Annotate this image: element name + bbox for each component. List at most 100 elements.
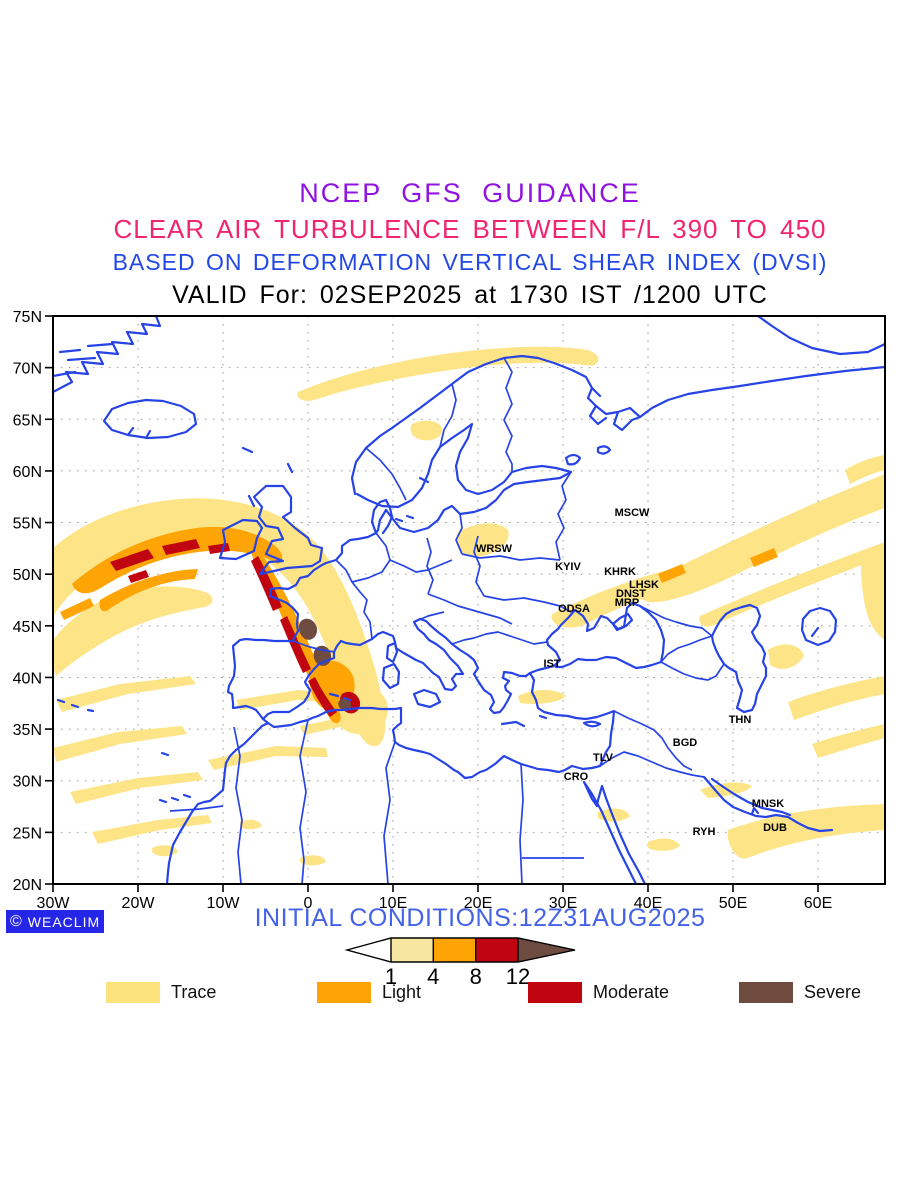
city-label-mscw: MSCW (615, 507, 650, 519)
coast-black-sea (545, 601, 666, 670)
city-label-khrk: KHRK (604, 566, 636, 578)
city-label-cro: CRO (564, 771, 589, 783)
coast-denmark (370, 498, 415, 535)
lon-label: 60E (804, 895, 832, 912)
legend-swatch (317, 982, 371, 1003)
coast-novaya-zemlya (756, 316, 885, 356)
coast-caspian (710, 603, 768, 714)
coastlines (53, 316, 885, 884)
country-borders (169, 357, 725, 884)
atlantic-islands (56, 692, 352, 804)
coast-ireland (218, 518, 264, 561)
lat-label: 65N (13, 412, 42, 429)
logo-text: WEACLIM (27, 913, 101, 930)
coast-italy (339, 617, 480, 692)
initial-conditions-text: INITIAL CONDITIONS:12Z31AUG2025 (254, 904, 706, 932)
coast-small-islands (241, 446, 294, 508)
city-label-mnsk: MNSK (752, 798, 784, 810)
scale-segment (391, 938, 434, 962)
lat-label: 55N (13, 516, 42, 533)
color-scale-bar: 1 4 8 12 (344, 937, 576, 989)
turbulence-trace-layer (53, 346, 885, 866)
coast-greenland-fjords (53, 342, 114, 378)
city-label-lhsk: LHSK (629, 579, 659, 591)
coast-greenland (53, 316, 162, 394)
coast-persian-gulf (702, 775, 834, 833)
lat-label: 30N (13, 774, 42, 791)
city-label-kyiv: KYIV (555, 561, 581, 573)
coast-africa-atlantic (165, 721, 270, 884)
scale-tick-labels: 1 4 8 12 (385, 964, 530, 989)
lat-label: 75N (13, 309, 42, 326)
scale-tick-label: 1 (385, 964, 397, 989)
scale-tick-label: 12 (506, 964, 530, 989)
lon-label: 30E (549, 895, 577, 912)
title-method: BASED ON DEFORMATION VERTICAL SHEAR INDE… (112, 249, 828, 275)
coast-baltic (355, 422, 573, 534)
scale-tick-label: 4 (427, 964, 439, 989)
scale-segment (475, 938, 518, 962)
lat-label: 40N (13, 670, 42, 687)
lon-label: 20E (464, 895, 492, 912)
title-valid-time: VALID For: 02SEP2025 at 1730 IST /1200 U… (172, 281, 768, 309)
city-label-tlv: TLV (593, 752, 614, 764)
lon-label: 50E (719, 895, 747, 912)
legend-item-trace: Trace (106, 982, 216, 1003)
legend-label: Light (382, 982, 422, 1002)
scale-outline (344, 937, 576, 963)
coast-mainland-west (226, 531, 378, 721)
legend-swatch (528, 982, 582, 1003)
city-label-mrp: MRP (615, 597, 639, 609)
legend-label: Trace (171, 982, 217, 1002)
lon-label: 40E (634, 895, 662, 912)
coast-white-sea (588, 386, 642, 432)
coast-spain-med (261, 639, 343, 721)
legend-swatch (106, 982, 160, 1003)
axis-ticks (45, 315, 819, 892)
scale-segment (433, 938, 476, 962)
scale-tick-label: 8 (470, 964, 482, 989)
lat-label: 20N (13, 877, 42, 894)
coast-britain (252, 484, 324, 576)
coast-balkans-greece (472, 664, 556, 715)
lon-label: 10E (379, 895, 407, 912)
city-label-ist: IST (543, 658, 560, 670)
legend-label: Moderate (593, 982, 670, 1002)
city-label-wrsw: WRSW (476, 543, 513, 555)
legend-item-severe: Severe (739, 982, 861, 1003)
scale-right-tip (518, 938, 575, 962)
coast-aral (800, 606, 838, 647)
coast-islands-med (381, 641, 602, 728)
coast-red-sea (582, 780, 647, 884)
legend-swatch (739, 982, 793, 1003)
legend-item-moderate: Moderate (528, 982, 669, 1003)
copyright-icon: © (10, 912, 23, 930)
lon-label: 10W (207, 895, 241, 912)
lat-label: 25N (13, 825, 42, 842)
city-label-ryh: RYH (693, 826, 716, 838)
legend-item-light: Light (317, 982, 421, 1003)
lat-label: 45N (13, 619, 42, 636)
city-label-thn: THN (729, 714, 752, 726)
coast-azov (611, 612, 634, 631)
lakes (418, 445, 612, 484)
coast-aegean-turkey-west (528, 671, 536, 694)
lat-label: 50N (13, 567, 42, 584)
city-label-dub: DUB (763, 822, 787, 834)
city-label-dnst: DNST (616, 588, 646, 600)
map-frame (52, 315, 886, 885)
weaclim-logo: © WEACLIM (6, 910, 104, 933)
coast-scandinavia (350, 354, 885, 496)
lat-label: 35N (13, 722, 42, 739)
lat-label: 70N (13, 361, 42, 378)
turbulence-light-layer (60, 526, 778, 724)
legend-label: Severe (804, 982, 862, 1002)
lon-label: 0 (304, 895, 313, 912)
lon-label: 30W (37, 895, 71, 912)
city-label-odsa: ODSA (558, 603, 590, 615)
title-model: NCEP GFS GUIDANCE (299, 178, 641, 208)
